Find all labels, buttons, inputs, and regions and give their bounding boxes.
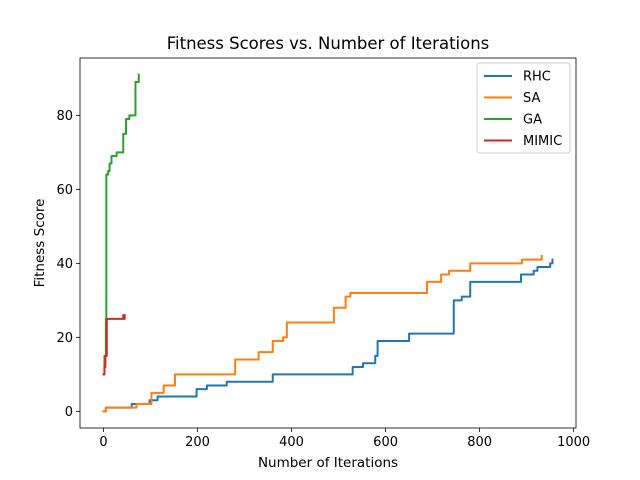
plot-frame [79,57,577,429]
legend: RHC SA GA MIMIC [476,62,571,154]
x-tick-label: 0 [99,435,107,450]
y-tick-label: 20 [56,331,73,346]
legend-label-rhc: RHC [523,70,551,85]
legend-label-ga: GA [523,113,542,128]
legend-label-sa: SA [523,91,540,106]
y-tick-label: 40 [56,257,73,272]
y-tick-label: 0 [65,405,73,420]
x-axis-ticks: 0 200 400 600 800 1000 [99,428,590,450]
x-axis-label: Number of Iterations [258,455,398,471]
y-tick-label: 80 [56,109,73,124]
series-line-sa [102,254,543,413]
x-tick-label: 1000 [557,435,590,450]
series-line-mimic [102,314,126,376]
series-line-rhc [102,258,554,413]
x-tick-label: 200 [185,435,210,450]
y-axis-label: Fitness Score [32,199,48,288]
y-axis-ticks: 0 20 40 60 80 [56,109,80,420]
x-tick-label: 800 [467,435,492,450]
legend-box [476,62,571,154]
plot-lines [102,73,554,413]
x-tick-label: 400 [279,435,304,450]
legend-label-mimic: MIMIC [523,134,562,149]
series-line-ga [102,73,140,376]
y-tick-label: 60 [56,183,73,198]
x-tick-label: 600 [373,435,398,450]
chart-title: Fitness Scores vs. Number of Iterations [167,34,490,53]
